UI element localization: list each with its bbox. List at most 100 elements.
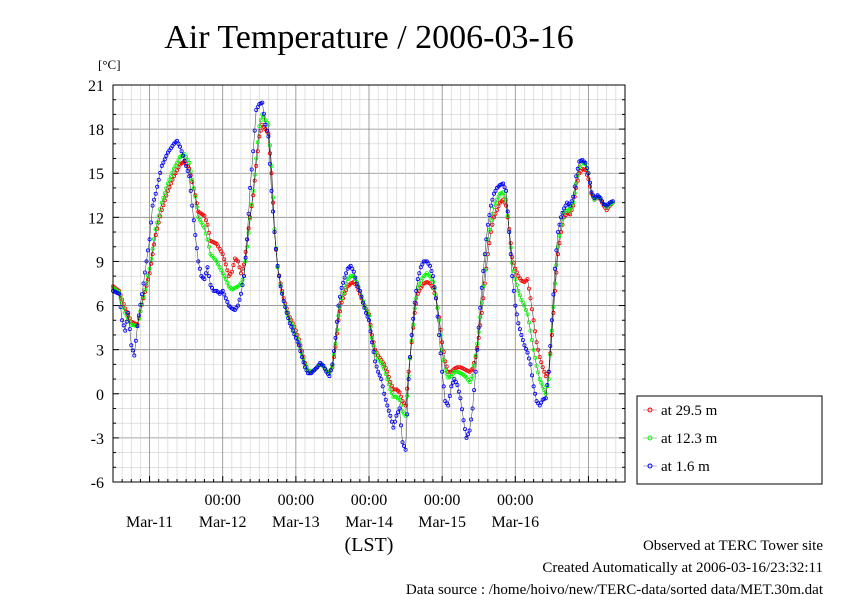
data-point xyxy=(470,374,475,379)
data-point xyxy=(139,292,144,297)
data-point xyxy=(243,255,248,260)
data-point xyxy=(406,369,411,374)
y-tick-label: 21 xyxy=(88,78,104,95)
data-point xyxy=(269,171,274,176)
data-point xyxy=(261,111,266,116)
data-point xyxy=(202,225,207,230)
data-point xyxy=(277,274,282,279)
data-point xyxy=(455,382,460,387)
data-point xyxy=(152,197,157,202)
data-point xyxy=(513,303,518,308)
data-point xyxy=(257,134,262,139)
data-point xyxy=(341,291,346,296)
data-point xyxy=(225,268,230,273)
data-point xyxy=(120,300,125,305)
legend: at 29.5 m at 12.3 m at 1.6 m xyxy=(643,403,718,475)
plot-series xyxy=(111,100,615,452)
data-point xyxy=(251,149,256,154)
data-point xyxy=(374,364,379,369)
data-point xyxy=(185,168,190,173)
data-point xyxy=(522,343,527,348)
data-point xyxy=(517,327,522,332)
data-point xyxy=(336,303,341,308)
data-point xyxy=(525,350,530,355)
data-point xyxy=(398,423,403,428)
data-point xyxy=(435,314,440,319)
data-point xyxy=(191,218,196,223)
data-point xyxy=(551,292,556,297)
data-point xyxy=(339,285,344,290)
x-time-label: 00:00 xyxy=(351,492,387,509)
data-point xyxy=(217,265,222,270)
data-point xyxy=(388,413,393,418)
legend-label: at 1.6 m xyxy=(661,459,710,475)
data-point xyxy=(394,413,399,418)
data-point xyxy=(472,363,477,368)
data-point xyxy=(472,388,477,393)
data-point xyxy=(551,304,556,309)
data-point xyxy=(162,157,167,162)
data-point xyxy=(559,215,564,220)
data-point xyxy=(589,190,594,195)
data-point xyxy=(429,268,434,273)
data-point xyxy=(374,353,379,358)
data-point xyxy=(456,389,461,394)
data-point xyxy=(508,245,513,250)
data-point xyxy=(554,248,559,253)
data-point xyxy=(430,279,435,284)
data-point xyxy=(420,262,425,267)
data-point xyxy=(223,296,228,301)
data-point xyxy=(427,263,432,268)
data-point xyxy=(389,390,394,395)
data-point xyxy=(525,312,530,317)
data-point xyxy=(569,199,574,204)
data-point xyxy=(280,291,285,296)
data-point xyxy=(586,177,591,182)
data-point xyxy=(476,335,481,340)
data-point xyxy=(461,418,466,423)
data-point xyxy=(510,260,515,265)
data-point xyxy=(383,397,388,402)
data-point xyxy=(132,353,137,358)
data-point xyxy=(514,270,519,275)
data-point xyxy=(557,222,562,227)
data-point xyxy=(237,297,242,302)
data-point xyxy=(383,371,388,376)
data-point xyxy=(150,203,155,208)
data-point xyxy=(278,284,283,289)
data-point xyxy=(197,266,202,271)
data-point xyxy=(246,226,251,231)
data-point xyxy=(144,259,149,264)
data-point xyxy=(182,158,187,163)
data-point xyxy=(351,269,356,274)
data-point xyxy=(254,108,259,113)
data-point xyxy=(377,373,382,378)
data-point xyxy=(513,277,518,282)
data-point xyxy=(405,393,410,398)
data-point xyxy=(487,213,492,218)
series-2 xyxy=(111,100,615,452)
data-point xyxy=(511,268,516,273)
data-point xyxy=(491,204,496,209)
data-point xyxy=(360,300,365,305)
data-point xyxy=(543,391,548,396)
data-point xyxy=(525,277,530,282)
data-point xyxy=(511,288,516,293)
data-point xyxy=(415,285,420,290)
data-point xyxy=(327,374,332,379)
data-point xyxy=(238,291,243,296)
data-point xyxy=(209,285,214,290)
grid xyxy=(112,84,626,483)
data-point xyxy=(479,300,484,305)
data-point xyxy=(487,227,492,232)
data-point xyxy=(205,222,210,227)
data-point xyxy=(533,329,538,334)
data-point xyxy=(584,166,589,171)
data-point xyxy=(141,281,146,286)
data-point xyxy=(563,203,568,208)
data-point xyxy=(485,222,490,227)
data-point xyxy=(269,188,274,193)
data-point xyxy=(449,384,454,389)
data-point xyxy=(488,203,493,208)
data-point xyxy=(252,178,257,183)
